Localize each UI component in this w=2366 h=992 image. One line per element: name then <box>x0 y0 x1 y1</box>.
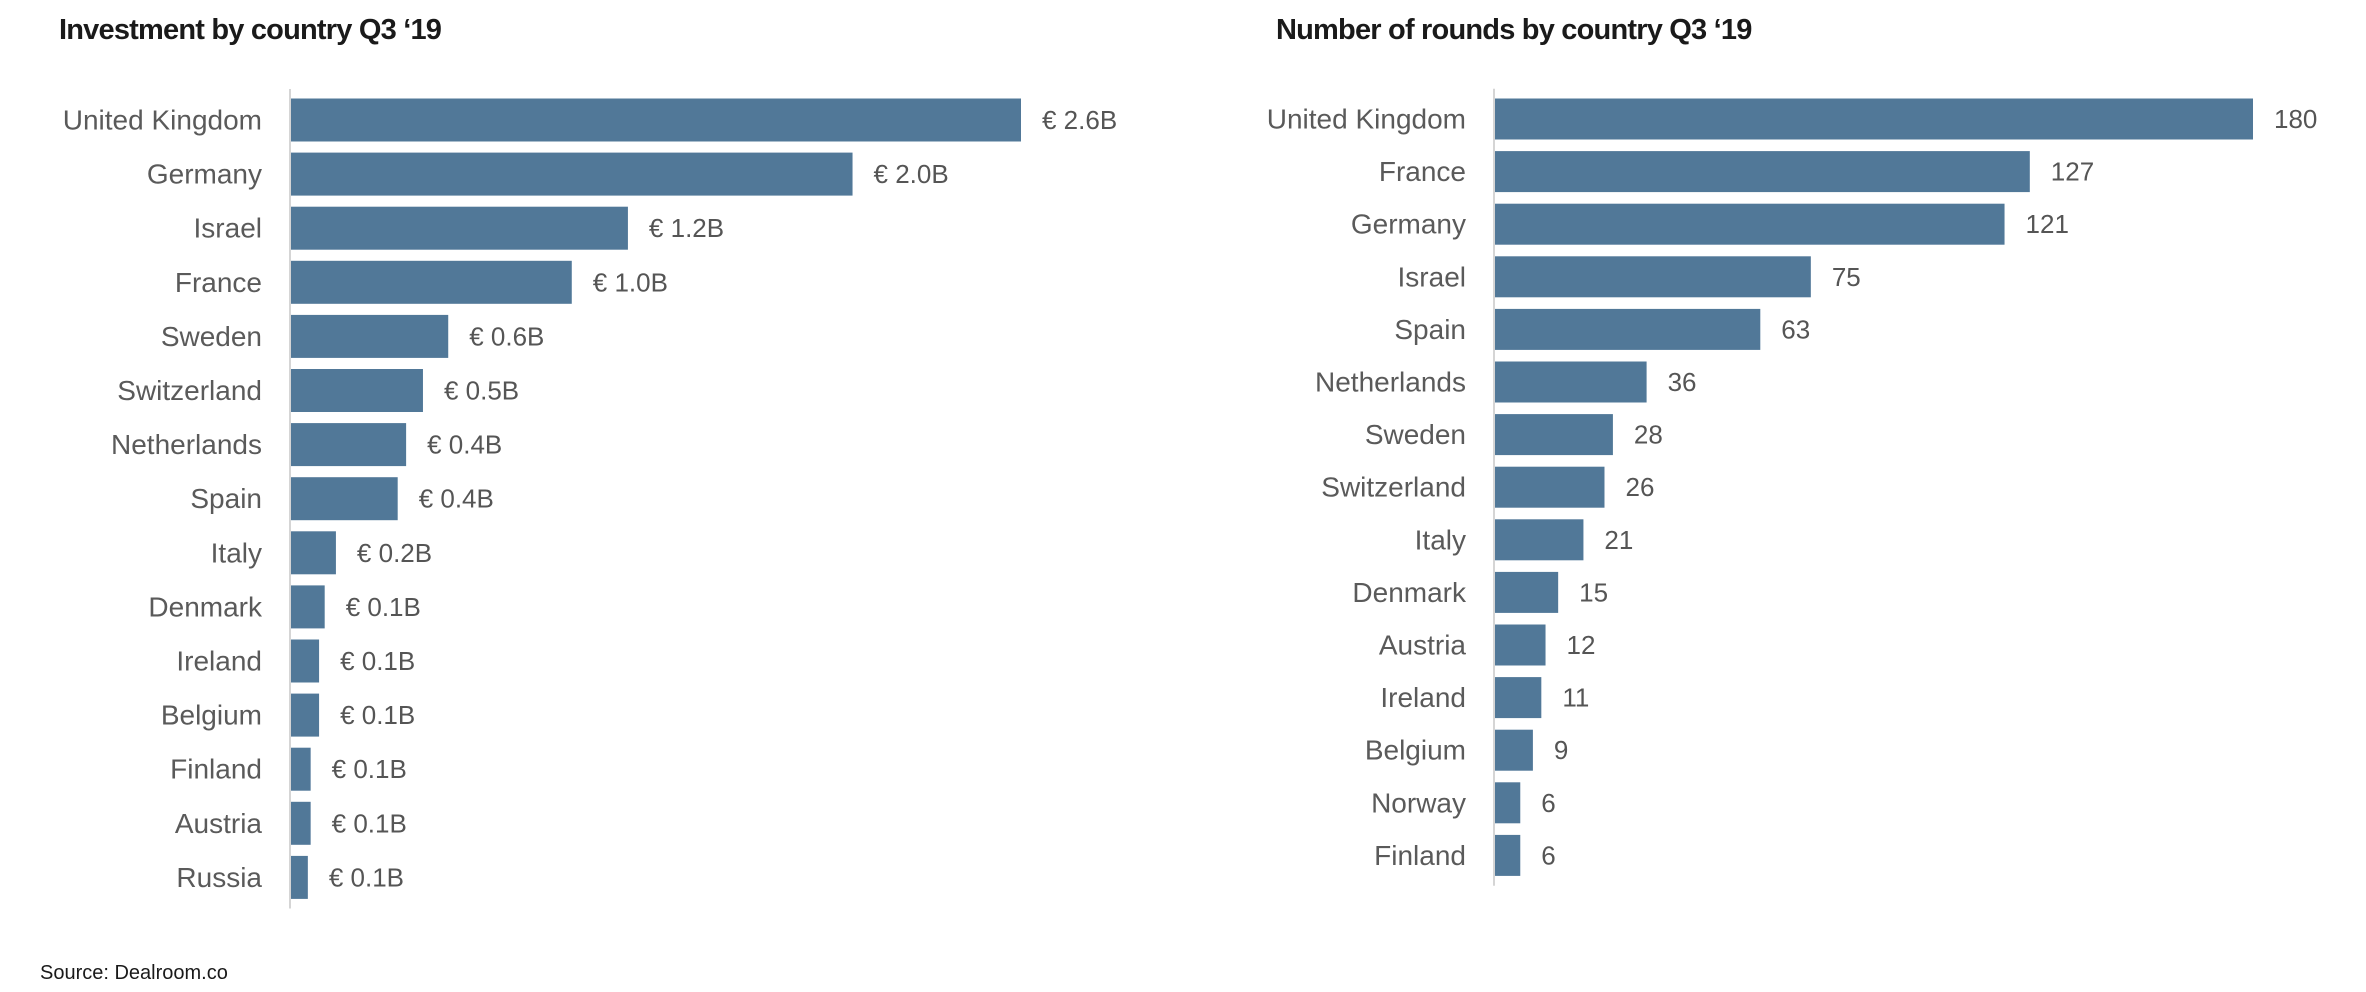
value-label-italy: € 0.2B <box>357 538 432 568</box>
bar-norway <box>1495 782 1521 824</box>
bar-italy <box>291 531 336 575</box>
value-label-germany: € 2.0B <box>874 159 949 189</box>
category-label-netherlands: Netherlands <box>111 429 262 460</box>
value-label-netherlands: 36 <box>1668 367 1697 397</box>
bar-austria <box>291 801 311 845</box>
category-label-sweden: Sweden <box>1365 419 1466 450</box>
bar-switzerland <box>1495 466 1605 508</box>
category-label-finland: Finland <box>1374 840 1466 871</box>
category-label-norway: Norway <box>1371 787 1466 818</box>
value-label-switzerland: 26 <box>1625 472 1654 502</box>
category-label-united-kingdom: United Kingdom <box>1267 104 1466 135</box>
value-label-sweden: € 0.6B <box>469 321 544 351</box>
bar-ireland <box>291 639 320 683</box>
bar-russia <box>291 855 308 899</box>
bar-sweden <box>1495 414 1613 456</box>
value-label-israel: € 1.2B <box>649 213 724 243</box>
value-label-netherlands: € 0.4B <box>427 430 502 460</box>
bar-united-kingdom <box>1495 98 2253 140</box>
bar-united-kingdom <box>291 98 1021 142</box>
category-label-switzerland: Switzerland <box>117 375 262 406</box>
value-label-spain: 63 <box>1781 314 1810 344</box>
category-label-austria: Austria <box>175 808 263 839</box>
value-label-belgium: 9 <box>1554 735 1568 765</box>
value-label-switzerland: € 0.5B <box>444 376 519 406</box>
category-label-germany: Germany <box>147 159 262 190</box>
category-label-spain: Spain <box>1394 314 1466 345</box>
value-label-denmark: 15 <box>1579 577 1608 607</box>
value-label-france: 127 <box>2051 157 2094 187</box>
value-label-norway: 6 <box>1541 788 1555 818</box>
category-label-france: France <box>1379 156 1466 187</box>
category-label-spain: Spain <box>190 483 262 514</box>
category-label-switzerland: Switzerland <box>1321 472 1466 503</box>
bar-spain <box>1495 308 1761 350</box>
category-label-finland: Finland <box>170 754 262 785</box>
chart-title-rounds: Number of rounds by country Q3 ‘19 <box>1276 14 1752 46</box>
category-label-denmark: Denmark <box>1352 577 1467 608</box>
bar-finland <box>1495 834 1521 876</box>
bar-belgium <box>291 693 320 737</box>
value-label-germany: 121 <box>2026 209 2069 239</box>
category-label-united-kingdom: United Kingdom <box>63 105 262 136</box>
source-note: Source: Dealroom.co <box>40 962 228 984</box>
bar-austria <box>1495 624 1546 666</box>
category-label-netherlands: Netherlands <box>1315 367 1466 398</box>
category-label-russia: Russia <box>176 862 262 893</box>
value-label-austria: 12 <box>1567 630 1596 660</box>
bar-ireland <box>1495 677 1542 719</box>
category-label-denmark: Denmark <box>148 591 263 622</box>
category-label-italy: Italy <box>1415 524 1466 555</box>
bar-germany <box>1495 203 2005 245</box>
bar-denmark <box>291 585 325 629</box>
bar-israel <box>291 206 628 250</box>
value-label-ireland: € 0.1B <box>340 646 415 676</box>
category-label-sweden: Sweden <box>161 321 262 352</box>
category-label-ireland: Ireland <box>1380 682 1466 713</box>
category-label-israel: Israel <box>194 213 262 244</box>
bar-sweden <box>291 314 449 358</box>
bar-netherlands <box>291 423 407 467</box>
bar-finland <box>291 747 311 791</box>
value-label-france: € 1.0B <box>593 267 668 297</box>
value-label-italy: 21 <box>1604 525 1633 555</box>
bar-spain <box>291 477 398 521</box>
value-label-austria: € 0.1B <box>332 808 407 838</box>
category-label-israel: Israel <box>1398 261 1466 292</box>
bar-denmark <box>1495 571 1559 613</box>
value-label-sweden: 28 <box>1634 420 1663 450</box>
value-label-finland: 6 <box>1541 840 1555 870</box>
value-label-finland: € 0.1B <box>332 754 407 784</box>
chart-title-investment: Investment by country Q3 ‘19 <box>59 14 442 46</box>
bar-switzerland <box>291 369 423 412</box>
category-label-france: France <box>175 267 262 298</box>
bar-israel <box>1495 256 1811 298</box>
bar-belgium <box>1495 729 1533 771</box>
bar-italy <box>1495 519 1584 561</box>
category-label-austria: Austria <box>1379 630 1467 661</box>
bar-netherlands <box>1495 361 1647 403</box>
category-label-belgium: Belgium <box>161 700 262 731</box>
category-label-germany: Germany <box>1351 209 1466 240</box>
value-label-denmark: € 0.1B <box>346 592 421 622</box>
value-label-russia: € 0.1B <box>329 862 404 892</box>
value-label-united-kingdom: € 2.6B <box>1042 105 1117 135</box>
value-label-belgium: € 0.1B <box>340 700 415 730</box>
value-label-israel: 75 <box>1832 262 1861 292</box>
bar-france <box>291 260 572 304</box>
category-label-belgium: Belgium <box>1365 735 1466 766</box>
bar-france <box>1495 151 2030 193</box>
value-label-spain: € 0.4B <box>419 484 494 514</box>
bar-germany <box>291 152 853 196</box>
category-label-italy: Italy <box>211 537 262 568</box>
value-label-ireland: 11 <box>1562 683 1589 713</box>
category-label-ireland: Ireland <box>176 646 262 677</box>
value-label-united-kingdom: 180 <box>2274 104 2317 134</box>
